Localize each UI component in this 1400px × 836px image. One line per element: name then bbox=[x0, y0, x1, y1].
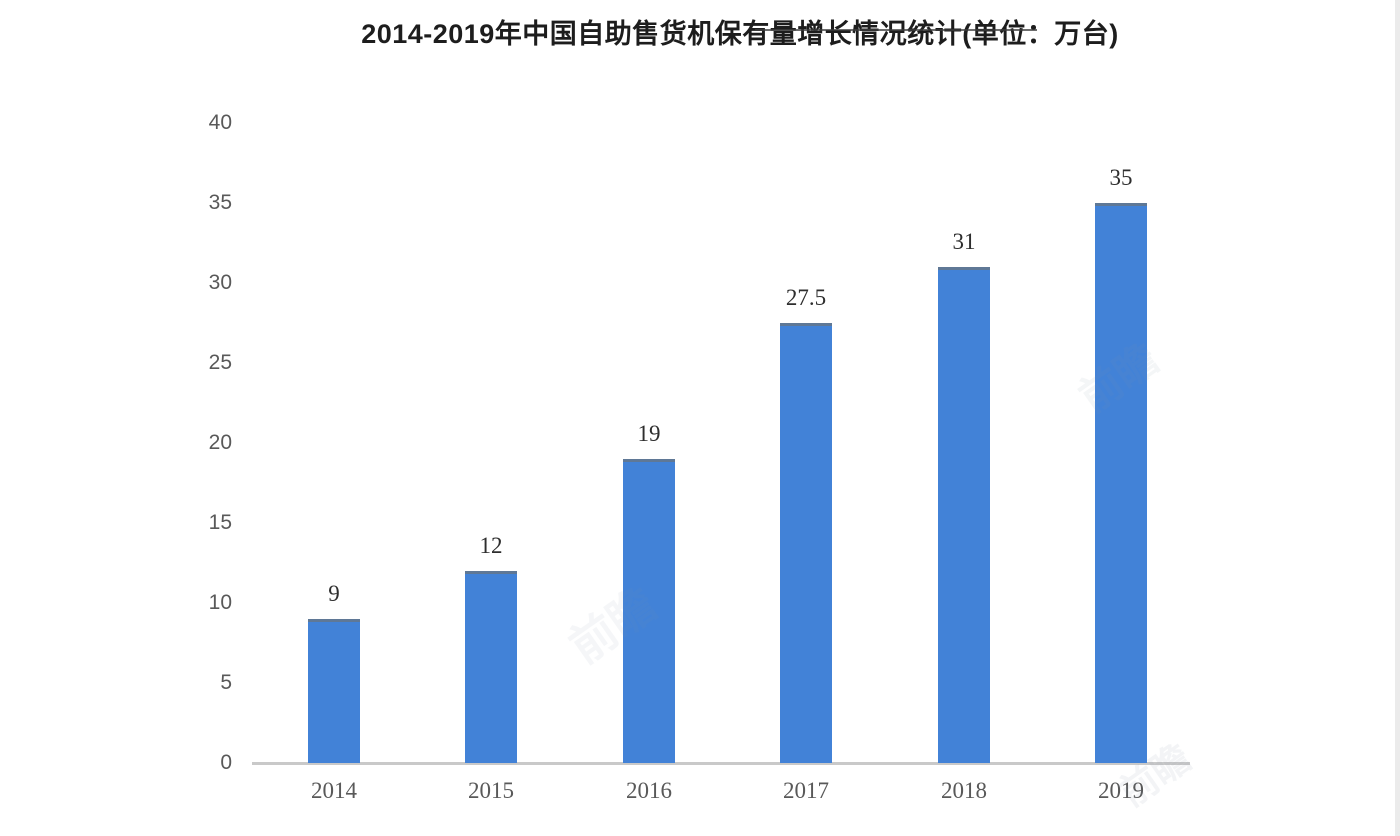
x-axis-baseline bbox=[252, 762, 1190, 765]
y-axis-tick-15: 15 bbox=[208, 511, 232, 534]
bar-2019 bbox=[1095, 203, 1147, 763]
title-line-artifact bbox=[755, 29, 1037, 31]
bar-value-label-2014: 9 bbox=[328, 581, 340, 606]
bar-value-label-2016: 19 bbox=[637, 421, 661, 446]
bar-value-label-2018: 31 bbox=[952, 229, 976, 254]
image-edge-strip bbox=[1395, 0, 1400, 836]
y-axis-tick-0: 0 bbox=[220, 751, 232, 774]
x-axis-label-2019: 2019 bbox=[1098, 778, 1144, 803]
bar-2018 bbox=[938, 267, 990, 763]
x-axis-label-2016: 2016 bbox=[626, 778, 672, 803]
y-axis-tick-10: 10 bbox=[208, 591, 232, 614]
x-axis-label-2014: 2014 bbox=[311, 778, 357, 803]
x-axis-label-2018: 2018 bbox=[941, 778, 987, 803]
bar-2015 bbox=[465, 571, 517, 763]
bar-2016 bbox=[623, 459, 675, 763]
bar-value-label-2017: 27.5 bbox=[785, 285, 827, 310]
y-axis-tick-5: 5 bbox=[220, 671, 232, 694]
y-axis-tick-40: 40 bbox=[208, 111, 232, 134]
chart-title: 2014-2019年中国自助售货机保有量增长情况统计(单位：万台) bbox=[361, 19, 1119, 49]
y-axis-tick-35: 35 bbox=[208, 191, 232, 214]
x-axis-label-2015: 2015 bbox=[468, 778, 514, 803]
bar-value-label-2015: 12 bbox=[479, 533, 503, 558]
y-axis-tick-25: 25 bbox=[208, 351, 232, 374]
bar-2014 bbox=[308, 619, 360, 763]
y-axis-tick-20: 20 bbox=[208, 431, 232, 454]
y-axis-tick-30: 30 bbox=[208, 271, 232, 294]
bar-2017 bbox=[780, 323, 832, 763]
x-axis-label-2017: 2017 bbox=[783, 778, 829, 803]
bar-value-label-2019: 35 bbox=[1109, 165, 1133, 190]
